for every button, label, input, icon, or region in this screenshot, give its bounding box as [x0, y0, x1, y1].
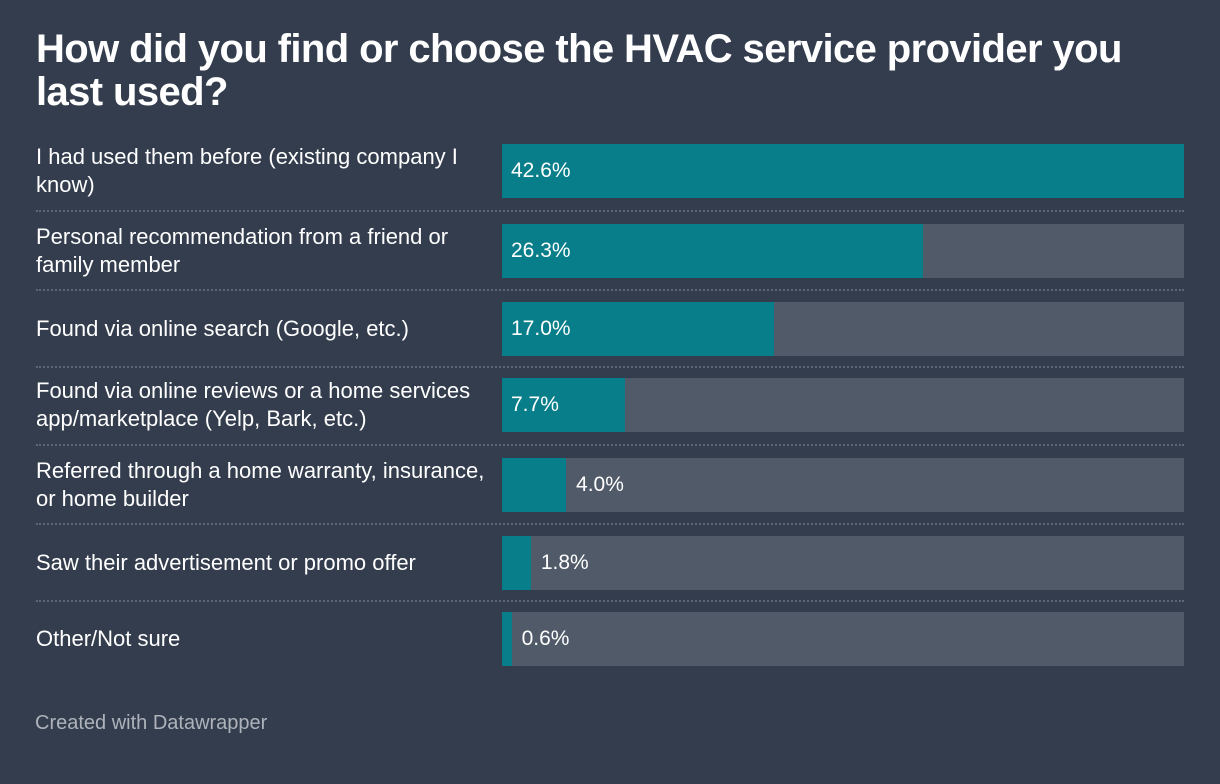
- row-label: I had used them before (existing company…: [36, 144, 458, 197]
- row-label: Other/Not sure: [36, 626, 181, 651]
- bar: [502, 302, 775, 356]
- bar-value-label: 1.8%: [540, 551, 589, 574]
- bar-value-label: 7.7%: [511, 393, 559, 416]
- bar-value-label: 0.6%: [521, 627, 570, 650]
- bar-track: 4.0%: [502, 458, 1184, 512]
- bar-track: 0.6%: [502, 612, 1184, 666]
- bar-value-label: 4.0%: [576, 473, 624, 496]
- row-separator: [36, 210, 1184, 212]
- row-label: Saw their advertisement or promo offer: [36, 550, 416, 575]
- row-separator: [36, 523, 1184, 525]
- row-separator: [36, 444, 1184, 446]
- row-label: Personal recommendation from a friend or…: [36, 224, 449, 277]
- bar: [502, 612, 512, 666]
- bar-value-label: 42.6%: [511, 159, 571, 182]
- bar: [502, 144, 1184, 198]
- bar: [502, 224, 924, 278]
- bar-track: 1.8%: [502, 536, 1184, 590]
- bar-track: 42.6%: [502, 144, 1184, 198]
- bar-track: 26.3%: [502, 224, 1184, 278]
- bar: [502, 378, 626, 432]
- row-label: Found via online search (Google, etc.): [36, 316, 409, 341]
- bar-value-label: 17.0%: [511, 317, 571, 340]
- credit-text: Created with Datawrapper: [35, 712, 268, 734]
- bar-value-label: 26.3%: [511, 239, 571, 262]
- bar: [502, 458, 567, 512]
- row-separator: [36, 366, 1184, 368]
- row-separator: [36, 600, 1184, 602]
- row-separator: [36, 289, 1184, 291]
- bar: [502, 536, 531, 590]
- row-label: Referred through a home warranty, insura…: [36, 458, 485, 511]
- row-label: Found via online reviews or a home servi…: [36, 378, 471, 431]
- bar-track: 7.7%: [502, 378, 1184, 432]
- chart-title: How did you find or choose the HVAC serv…: [36, 27, 1122, 114]
- bar-track: 17.0%: [502, 302, 1184, 356]
